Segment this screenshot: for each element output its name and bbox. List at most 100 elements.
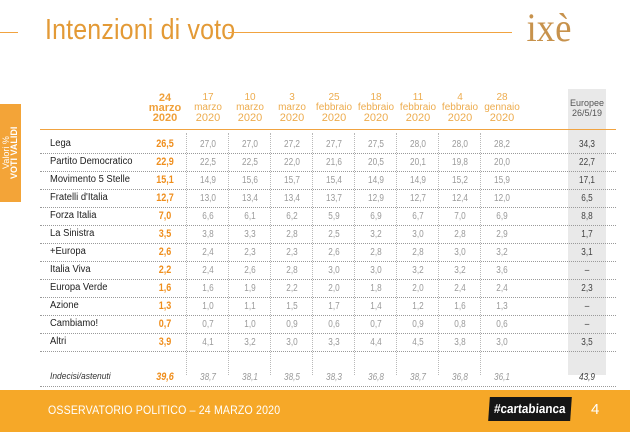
- ixe-logo: ixè: [526, 8, 571, 52]
- value-cell: 1,1: [244, 301, 256, 312]
- column-header-line: 2020: [447, 112, 473, 124]
- value-cell: 1,0: [244, 319, 256, 330]
- row-separator: [40, 171, 616, 172]
- table-row: Italia Viva 2,2 2,4 2,6 2,8 3,0 3,0 3,2 3,2 3,6 –: [40, 261, 616, 279]
- column-header-8: 28 gennaio 2020: [483, 93, 521, 125]
- page-number: 4: [591, 401, 600, 418]
- current-value-cell: 22,9: [156, 156, 174, 168]
- column-header-line: 3: [289, 92, 295, 103]
- column-header-7: 4 febbraio 2020: [441, 93, 479, 125]
- row-separator: [40, 351, 616, 352]
- value-cell: 20,5: [368, 157, 384, 168]
- value-cell: 15,9: [494, 175, 510, 186]
- column-header-4: 25 febbraio 2020: [315, 93, 353, 125]
- value-cell: 36,8: [368, 372, 384, 383]
- value-cell: 3,3: [328, 337, 340, 348]
- value-cell: 12,9: [368, 193, 384, 204]
- value-cell: 2,8: [454, 229, 466, 240]
- table-header: 24 marzo 2020 17 marzo 2020 10 marzo 2020 3 marzo 2…: [40, 89, 616, 129]
- value-cell: 38,3: [326, 372, 342, 383]
- value-cell: 3,8: [202, 229, 214, 240]
- column-gridline: [228, 133, 229, 375]
- column-header-1: 17 marzo 2020: [189, 93, 227, 125]
- column-header-line: febbraio: [315, 102, 353, 113]
- value-cell: 2,6: [328, 247, 340, 258]
- value-cell: 28,0: [452, 139, 468, 150]
- value-cell: 1,9: [244, 283, 256, 294]
- value-cell: 2,8: [370, 247, 382, 258]
- europee-value-cell: 34,3: [579, 139, 595, 150]
- value-cell: 1,6: [202, 283, 214, 294]
- column-header-line: 2020: [489, 112, 515, 124]
- column-header-line: gennaio: [484, 102, 520, 113]
- vote-intention-table: 24 marzo 2020 17 marzo 2020 10 marzo 2020 3 marzo 2…: [40, 89, 616, 387]
- column-header-line: febbraio: [399, 102, 437, 113]
- party-name: Altri: [50, 336, 67, 347]
- column-header-line: 11: [412, 92, 424, 103]
- footer-bar: OSSERVATORIO POLITICO – 24 MARZO 2020 #c…: [0, 390, 630, 432]
- column-header-line: 28: [496, 92, 508, 103]
- column-header-line: 2020: [405, 112, 431, 124]
- value-cell: 15,4: [326, 175, 342, 186]
- current-value-cell: 26,5: [156, 138, 174, 150]
- column-gridline: [312, 133, 313, 375]
- column-header-line: 4: [457, 92, 463, 103]
- current-value-cell: 1,3: [158, 300, 172, 312]
- value-cell: 15,6: [242, 175, 258, 186]
- value-cell: 6,2: [286, 211, 298, 222]
- europee-value-cell: 2,3: [581, 283, 593, 294]
- table-row: Indecisi/astenuti 39,6 38,7 38,1 38,5 38,3 36,…: [40, 368, 616, 386]
- europee-value-cell: 3,1: [581, 247, 593, 258]
- value-cell: 38,7: [410, 372, 426, 383]
- value-cell: 2,4: [496, 283, 508, 294]
- value-cell: 15,7: [284, 175, 300, 186]
- header-rule: [40, 129, 616, 130]
- column-gridline: [438, 133, 439, 375]
- side-tab-line-2: VOTI VALIDI: [9, 126, 19, 180]
- column-header-6: 11 febbraio 2020: [399, 93, 437, 125]
- value-cell: 36,8: [452, 372, 468, 383]
- value-cell: 12,0: [494, 193, 510, 204]
- europee-value-cell: 43,9: [579, 372, 595, 383]
- party-name: Lega: [50, 138, 71, 149]
- value-cell: 3,0: [496, 337, 508, 348]
- cartabianca-badge: #cartabianca: [488, 397, 572, 421]
- column-header-line: 17: [202, 92, 214, 103]
- value-cell: 6,6: [202, 211, 214, 222]
- value-cell: 2,0: [328, 283, 340, 294]
- value-cell: 22,0: [284, 157, 300, 168]
- value-cell: 38,5: [284, 372, 300, 383]
- value-cell: 1,6: [454, 301, 466, 312]
- value-cell: 2,0: [412, 283, 424, 294]
- value-cell: 2,5: [328, 229, 340, 240]
- column-header-5: 18 febbraio 2020: [357, 93, 395, 125]
- party-name: Movimento 5 Stelle: [50, 174, 130, 185]
- value-cell: 6,1: [244, 211, 256, 222]
- value-cell: 2,2: [286, 283, 298, 294]
- value-cell: 2,4: [202, 247, 214, 258]
- column-header-line: marzo: [148, 102, 182, 114]
- value-cell: 2,4: [202, 265, 214, 276]
- current-value-cell: 1,6: [158, 282, 172, 294]
- value-cell: 0,9: [286, 319, 298, 330]
- value-cell: 4,5: [412, 337, 424, 348]
- value-cell: 14,9: [410, 175, 426, 186]
- column-header-line: febbraio: [357, 102, 395, 113]
- value-cell: 13,4: [284, 193, 300, 204]
- value-cell: 4,4: [370, 337, 382, 348]
- value-cell: 2,3: [244, 247, 256, 258]
- column-gridline: [396, 133, 397, 375]
- side-tab-text: Valori % VOTI VALIDI: [1, 107, 19, 199]
- value-cell: 3,0: [412, 229, 424, 240]
- value-cell: 12,4: [452, 193, 468, 204]
- logo-text: ixè: [526, 5, 572, 50]
- page-title: Intenzioni di voto: [45, 14, 236, 46]
- value-cell: 3,2: [370, 229, 382, 240]
- party-name: Partito Democratico: [50, 156, 133, 167]
- value-cell: 27,5: [368, 139, 384, 150]
- value-cell: 3,0: [286, 337, 298, 348]
- value-cell: 22,5: [242, 157, 258, 168]
- europee-value-cell: 6,5: [581, 193, 593, 204]
- table-row: La Sinistra 3,5 3,8 3,3 2,8 2,5 3,2 3,0 2,8 2,9 1,…: [40, 225, 616, 243]
- value-cell: 36,1: [494, 372, 510, 383]
